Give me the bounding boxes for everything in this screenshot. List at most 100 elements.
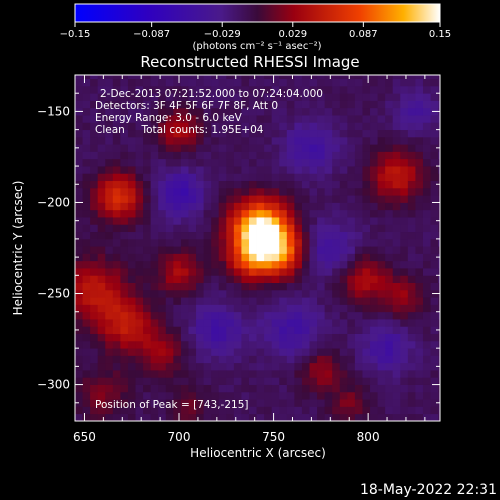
heatmap-cell xyxy=(97,75,106,80)
heatmap-cell xyxy=(317,195,326,203)
heatmap-cell xyxy=(339,238,348,247)
heatmap-cell xyxy=(173,311,182,320)
heatmap-cell xyxy=(430,166,439,174)
heatmap-cell xyxy=(407,180,416,189)
heatmap-cell xyxy=(127,151,136,160)
heatmap-cell xyxy=(324,282,333,291)
heatmap-cell xyxy=(392,260,401,269)
heatmap-cell xyxy=(218,355,227,364)
heatmap-cell xyxy=(430,340,439,349)
heatmap-cell xyxy=(127,253,136,262)
heatmap-cell xyxy=(377,348,386,356)
heatmap-cell xyxy=(339,85,348,94)
heatmap-cell xyxy=(241,209,250,218)
heatmap-cell xyxy=(165,238,174,247)
heatmap-cell xyxy=(248,289,257,298)
heatmap-cell xyxy=(158,158,167,167)
heatmap-cell xyxy=(286,413,295,422)
heatmap-cell xyxy=(135,319,144,327)
heatmap-cell xyxy=(196,268,204,276)
heatmap-cell xyxy=(354,406,363,415)
heatmap-cell xyxy=(135,406,144,415)
heatmap-cell xyxy=(173,93,182,101)
heatmap-cell xyxy=(165,85,174,94)
heatmap-cell xyxy=(347,289,356,298)
heatmap-cell xyxy=(196,75,204,80)
heatmap-cell xyxy=(248,231,257,240)
heatmap-cell xyxy=(286,289,295,298)
heatmap-cell xyxy=(286,384,295,393)
heatmap-cell xyxy=(226,289,235,298)
heatmap-cell xyxy=(430,75,439,80)
heatmap-cell xyxy=(120,231,129,240)
heatmap-cell xyxy=(430,275,439,283)
heatmap-cell xyxy=(430,326,439,334)
heatmap-cell xyxy=(324,173,333,182)
heatmap-cell xyxy=(112,282,121,291)
heatmap-cell xyxy=(150,93,159,101)
heatmap-cell xyxy=(90,129,99,138)
heatmap-cell xyxy=(377,158,386,167)
heatmap-cell xyxy=(332,158,341,167)
heatmap-cell xyxy=(150,173,159,182)
heatmap-cell xyxy=(143,129,152,138)
heatmap-cell xyxy=(309,209,318,218)
heatmap-cell xyxy=(256,107,265,116)
heatmap-cell xyxy=(105,187,114,196)
heatmap-cell xyxy=(407,377,416,385)
heatmap-cell xyxy=(264,180,273,189)
heatmap-cell xyxy=(211,406,220,415)
heatmap-cell xyxy=(97,115,106,123)
heatmap-cell xyxy=(196,340,204,349)
heatmap-cell xyxy=(196,187,204,196)
heatmap-cell xyxy=(354,340,363,349)
heatmap-cell xyxy=(203,355,212,364)
heatmap-cell xyxy=(196,231,204,240)
heatmap-cell xyxy=(173,370,182,378)
heatmap-cell xyxy=(430,377,439,385)
heatmap-cell xyxy=(385,129,394,138)
heatmap-cell xyxy=(188,122,197,131)
heatmap-cell xyxy=(294,370,303,378)
heatmap-cell xyxy=(233,253,242,262)
heatmap-cell xyxy=(438,311,441,320)
heatmap-cell xyxy=(97,406,106,415)
heatmap-cell xyxy=(218,413,227,422)
heatmap-cell xyxy=(165,297,174,305)
heatmap-cell xyxy=(120,107,129,116)
heatmap-cell xyxy=(143,151,152,160)
heatmap-cell xyxy=(218,238,227,247)
heatmap-cell xyxy=(430,238,439,247)
heatmap-cell xyxy=(438,202,441,211)
heatmap-cell xyxy=(241,93,250,101)
heatmap-cell xyxy=(196,326,204,334)
heatmap-cell xyxy=(294,268,303,276)
heatmap-cell xyxy=(317,355,326,364)
heatmap-cell xyxy=(112,75,121,80)
heatmap-cell xyxy=(271,326,280,334)
heatmap-cell xyxy=(248,391,257,400)
heatmap-cell xyxy=(407,362,416,371)
heatmap-cell xyxy=(415,85,424,94)
heatmap-cell xyxy=(324,231,333,240)
heatmap-cell xyxy=(105,348,114,356)
heatmap-cell xyxy=(120,297,129,305)
heatmap-cell xyxy=(264,268,273,276)
heatmap-cell xyxy=(385,391,394,400)
heatmap-cell xyxy=(105,75,114,80)
heatmap-cell xyxy=(226,238,235,247)
heatmap-cell xyxy=(248,282,257,291)
heatmap-cell xyxy=(218,136,227,145)
heatmap-cell xyxy=(415,326,424,334)
heatmap-cell xyxy=(97,304,106,313)
heatmap-cell xyxy=(120,224,129,233)
heatmap-cell xyxy=(150,209,159,218)
heatmap-cell xyxy=(407,85,416,94)
heatmap-cell xyxy=(370,355,378,364)
heatmap-cell xyxy=(82,187,91,196)
heatmap-cell xyxy=(150,217,159,225)
heatmap-cell xyxy=(339,187,348,196)
heatmap-cell xyxy=(233,333,242,342)
heatmap-cell xyxy=(158,75,167,80)
heatmap-cell xyxy=(415,209,424,218)
